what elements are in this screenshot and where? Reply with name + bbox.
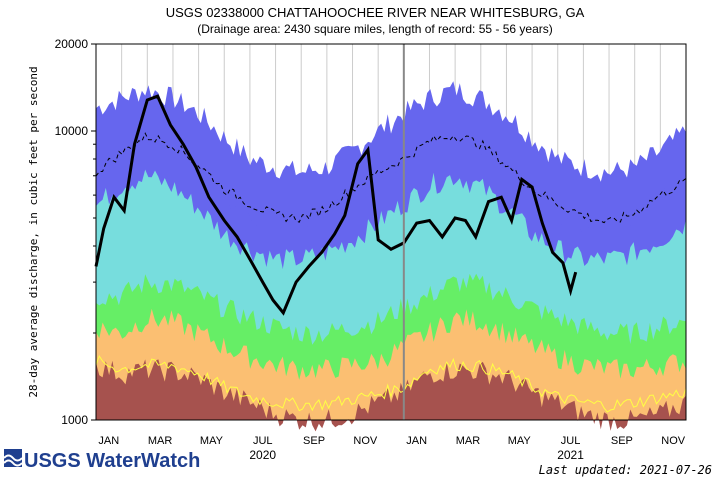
low-trace-line (95, 354, 687, 413)
x-tick-label: JAN (406, 435, 427, 447)
year-label: 2020 (249, 448, 276, 462)
median-line (95, 132, 687, 224)
band-min-p10 (96, 359, 686, 432)
x-tick-label: SEP (303, 435, 325, 447)
last-updated: Last updated: 2021-07-26 (539, 463, 712, 477)
logo-wave2-icon (3, 459, 23, 467)
x-tick-label: MAY (508, 435, 532, 447)
x-ticks: JAN MAR MAY JUL SEP NOV JAN MAR MAY JUL SEP NOV 2020… (98, 435, 685, 462)
x-tick-label: SEP (611, 435, 633, 447)
y-tick-label: 1000 (61, 413, 88, 427)
data-lines (94, 94, 687, 413)
x-tick-label: JUL (253, 435, 273, 447)
plot-frame (95, 43, 687, 421)
y-axis-label: 28-day average discharge, in cubic feet … (27, 66, 40, 397)
chart-title: USGS 02338000 CHATTAHOOCHEE RIVER NEAR W… (166, 5, 585, 20)
usgs-logo: USGS WaterWatch (3, 449, 200, 472)
x-tick-label: NOV (661, 435, 686, 447)
x-tick-label: MAY (200, 435, 224, 447)
x-tick-label: JAN (98, 435, 119, 447)
y-tick-label: 10000 (55, 124, 89, 138)
logo-wave-icon (3, 454, 23, 462)
x-tick-label: MAR (148, 435, 173, 447)
x-tick-label: NOV (353, 435, 378, 447)
y-ticks: 1000 10000 20000 (55, 37, 96, 427)
discharge-line (94, 94, 578, 316)
y-tick-label: 20000 (55, 37, 89, 51)
chart-subtitle: (Drainage area: 2430 square miles, lengt… (197, 22, 553, 36)
x-tick-label: JUL (561, 435, 581, 447)
x-tick-label: MAR (456, 435, 481, 447)
year-label: 2021 (557, 448, 584, 462)
logo-text: USGS WaterWatch (24, 450, 200, 472)
